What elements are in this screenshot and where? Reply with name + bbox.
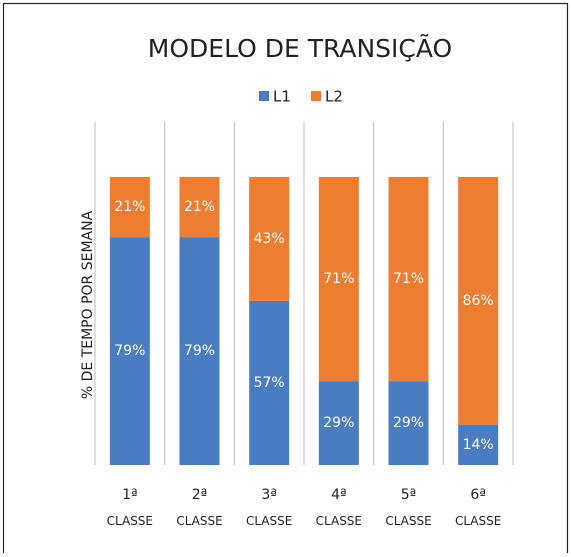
- x-tick-label: 2ª CLASSE: [176, 487, 222, 528]
- x-tick-label: 3ª CLASSE: [246, 487, 292, 528]
- bar-segment: [249, 300, 290, 465]
- legend-swatch: [311, 91, 321, 101]
- value-label: 29%: [393, 415, 424, 431]
- chart-title: MODELO DE TRANSIÇÃO: [148, 33, 452, 63]
- x-tick-label: 1ª CLASSE: [107, 487, 153, 528]
- value-label: 79%: [114, 343, 145, 359]
- value-label: 57%: [254, 375, 285, 391]
- value-label: 43%: [254, 231, 285, 247]
- value-label: 79%: [184, 343, 215, 359]
- x-tick-label: 5ª CLASSE: [385, 487, 431, 528]
- x-tick-label: 4ª CLASSE: [316, 487, 362, 528]
- value-label: 86%: [463, 293, 494, 309]
- bar-segment: [388, 381, 429, 465]
- legend-swatch: [259, 91, 269, 101]
- value-label: 71%: [323, 271, 354, 287]
- bar-segment: [318, 381, 359, 465]
- y-axis-label: % DE TEMPO POR SEMANA: [80, 210, 96, 399]
- bar-segment: [388, 177, 429, 382]
- bar-segment: [179, 237, 220, 465]
- value-label: 21%: [114, 199, 145, 215]
- value-label: 21%: [184, 199, 215, 215]
- value-label: 71%: [393, 271, 424, 287]
- bar-segment: [109, 237, 150, 465]
- bar-segment: [179, 177, 220, 238]
- legend-label: L1: [273, 88, 291, 106]
- bar-segment: [458, 424, 499, 465]
- bar-segment: [249, 177, 290, 301]
- x-tick-label: 6ª CLASSE: [455, 487, 501, 528]
- value-label: 29%: [323, 415, 354, 431]
- legend-label: L2: [325, 88, 343, 106]
- bar-segment: [109, 177, 150, 238]
- bar-segment: [458, 177, 499, 425]
- bar-segment: [318, 177, 359, 382]
- value-label: 14%: [463, 437, 494, 453]
